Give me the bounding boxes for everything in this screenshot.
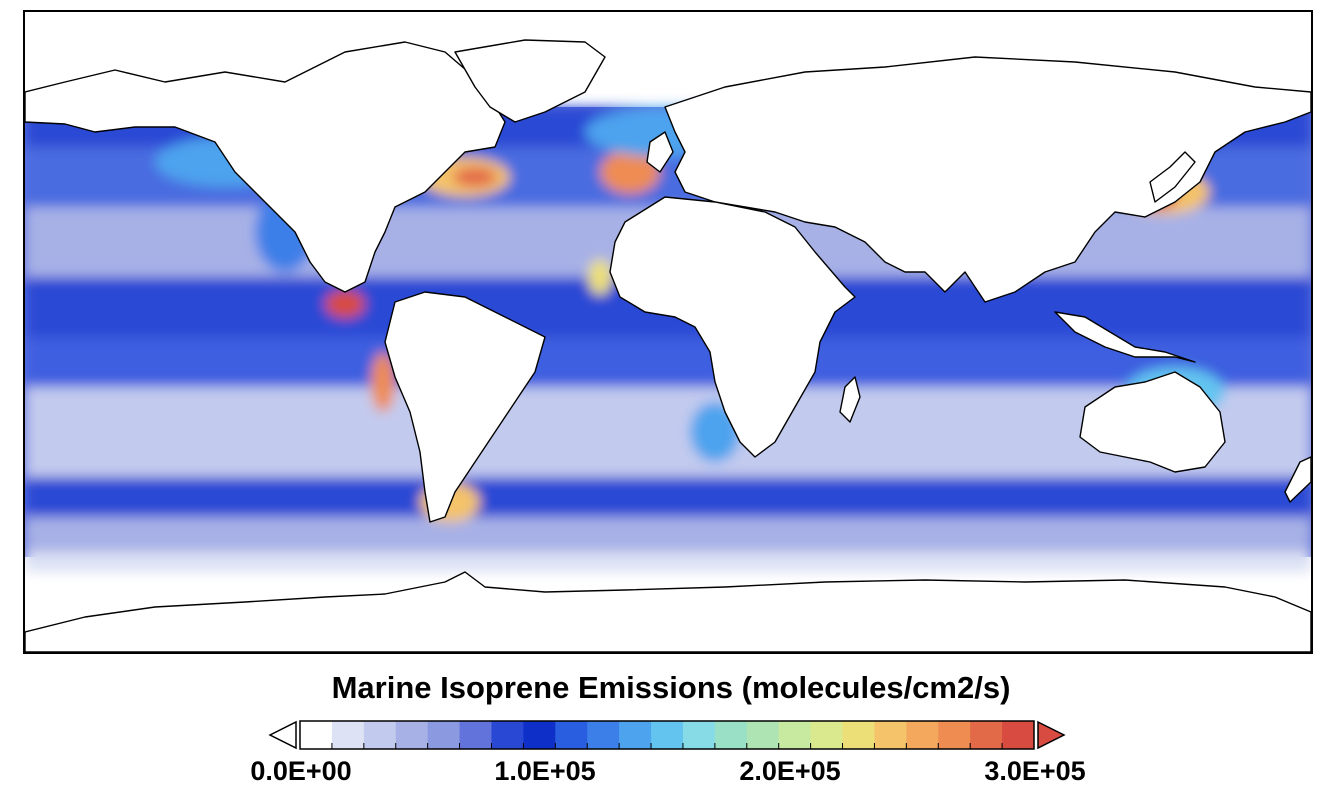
- africa: [609, 196, 856, 458]
- colorbar-cell: [874, 721, 907, 749]
- colorbar-cell: [459, 721, 492, 749]
- colorbar-cells: [300, 721, 1035, 749]
- emissions-map: [25, 39, 1311, 652]
- colorbar-cell: [427, 721, 461, 749]
- colorbar-cell: [938, 721, 971, 749]
- hotspot-nw-africa: [588, 259, 612, 295]
- colorbar-cell: [331, 721, 365, 749]
- hotspot-ne-atlantic: [600, 150, 660, 194]
- colorbar-cell: [363, 721, 397, 749]
- colorbar: [268, 720, 1066, 750]
- colorbar-cell: [906, 721, 939, 749]
- japan: [1149, 151, 1196, 203]
- colorbar-cell: [1002, 721, 1035, 749]
- colorbar-cell: [587, 721, 620, 749]
- colorbar-tick-label-0: 0.0E+00: [250, 756, 352, 786]
- eurasia: [664, 56, 1311, 303]
- colorbar-cell: [778, 721, 812, 749]
- colorbar-cell: [714, 721, 748, 749]
- map-panel: [23, 10, 1313, 654]
- uk: [646, 131, 674, 173]
- colorbar-cell: [523, 721, 556, 749]
- hotspot-peru: [371, 352, 395, 412]
- colorbar-cell: [491, 721, 524, 749]
- colorbar-tick-label-2: 2.0E+05: [739, 756, 841, 786]
- colorbar-cell: [970, 721, 1003, 749]
- colorbar-ticks: [331, 743, 1003, 749]
- north-america: [25, 41, 506, 293]
- land-masses: [25, 39, 1311, 652]
- colorbar-extend-min-arrow: [268, 720, 297, 750]
- australia: [1079, 371, 1226, 473]
- colorbar-tick-label-3: 3.0E+05: [984, 756, 1086, 786]
- colorbar-cell: [810, 721, 844, 749]
- hotspot-central-america: [325, 290, 365, 318]
- antarctica: [25, 571, 1311, 652]
- colorbar-cell: [651, 721, 684, 749]
- indonesia: [1054, 311, 1196, 363]
- new-zealand: [1284, 456, 1311, 503]
- colorbar-cell: [842, 721, 875, 749]
- colorbar-tick-label-1: 1.0E+05: [494, 756, 596, 786]
- colorbar-cell: [682, 721, 716, 749]
- colorbar-cell: [395, 721, 429, 749]
- colorbar-cell: [555, 721, 588, 749]
- colorbar-extend-max-arrow: [1037, 720, 1066, 750]
- colorbar-cell: [619, 721, 652, 749]
- colorbar-outline: [299, 720, 1035, 750]
- colorbar-cell: [746, 721, 780, 749]
- madagascar: [839, 376, 861, 423]
- south-america: [384, 291, 546, 523]
- greenland: [454, 39, 606, 123]
- colorbar-title: Marine Isoprene Emissions (molecules/cm2…: [331, 670, 1011, 705]
- colorbar-cell: [300, 721, 333, 749]
